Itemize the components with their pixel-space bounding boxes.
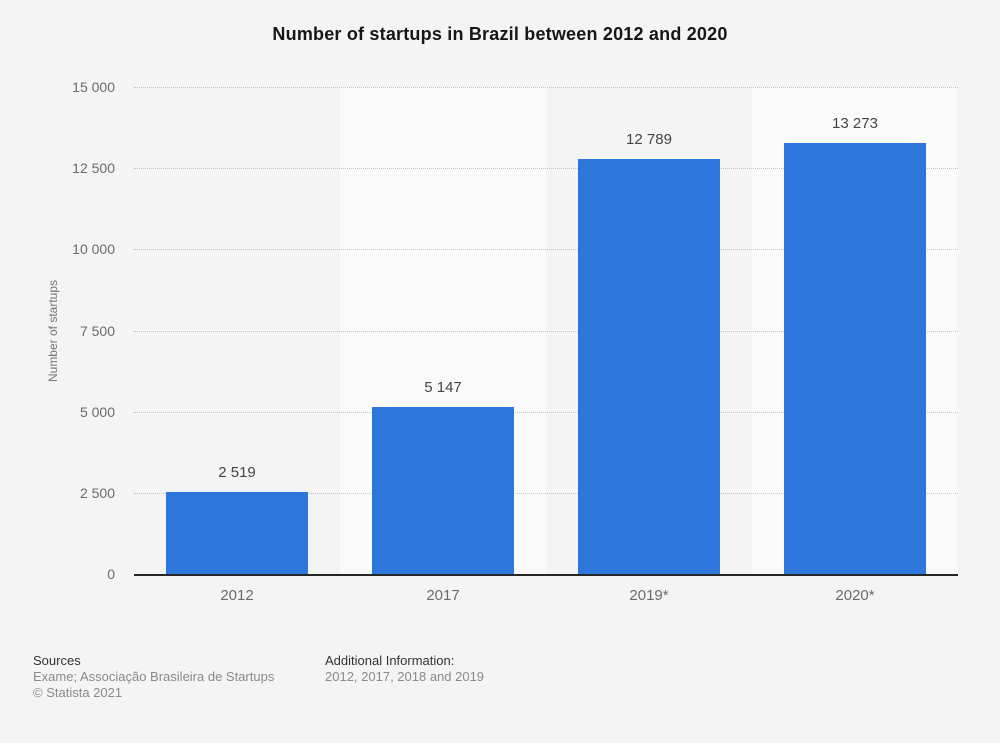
copyright-text: © Statista 2021 bbox=[33, 685, 123, 700]
y-tick-label-5000: 5 000 bbox=[79, 403, 115, 420]
y-tick-label-10000: 10 000 bbox=[72, 241, 115, 258]
gridline-15000 bbox=[134, 87, 958, 88]
x-tick-label-2017: 2017 bbox=[426, 587, 460, 604]
footer-additional: Additional Information: 2012, 2017, 2018… bbox=[325, 653, 484, 685]
x-tick-label-2019*: 2019* bbox=[629, 587, 669, 604]
y-tick-label-2500: 2 500 bbox=[79, 484, 115, 501]
bar-2017 bbox=[372, 406, 514, 574]
additional-information-text: 2012, 2017, 2018 and 2019 bbox=[325, 669, 485, 684]
bar-2012 bbox=[166, 492, 308, 574]
value-label-2020*: 13 273 bbox=[832, 115, 878, 133]
y-tick-label-7500: 7 500 bbox=[79, 322, 115, 339]
sources-heading: Sources bbox=[33, 653, 81, 668]
x-tick-label-2012: 2012 bbox=[220, 587, 254, 604]
bar-2019* bbox=[578, 158, 720, 574]
gridline-10000 bbox=[134, 249, 958, 251]
bar-2020* bbox=[784, 143, 926, 574]
y-tick-label-15000: 15 000 bbox=[72, 79, 115, 95]
sources-text: Exame; Associação Brasileira de Startups bbox=[33, 669, 275, 684]
footer-sources: Sources Exame; Associação Brasileira de … bbox=[33, 653, 274, 701]
gridline-12500 bbox=[134, 168, 958, 170]
value-label-2019*: 12 789 bbox=[626, 130, 672, 148]
additional-information-heading: Additional Information: bbox=[325, 653, 455, 668]
gridline-5000 bbox=[134, 411, 958, 413]
value-label-2017: 5 147 bbox=[424, 378, 462, 396]
y-tick-label-12500: 12 500 bbox=[72, 160, 115, 177]
y-tick-label-0: 0 bbox=[107, 566, 115, 582]
gridline-2500 bbox=[134, 492, 958, 494]
x-tick-label-2020*: 2020* bbox=[835, 587, 875, 604]
plot-area: 0 2 500 5 000 7 500 10 000 12 500 15 000 2 519 2… bbox=[72, 79, 958, 604]
chart-title: Number of startups in Brazil between 201… bbox=[272, 24, 728, 44]
value-label-2012: 2 519 bbox=[218, 464, 256, 482]
gridline-7500 bbox=[134, 330, 958, 332]
